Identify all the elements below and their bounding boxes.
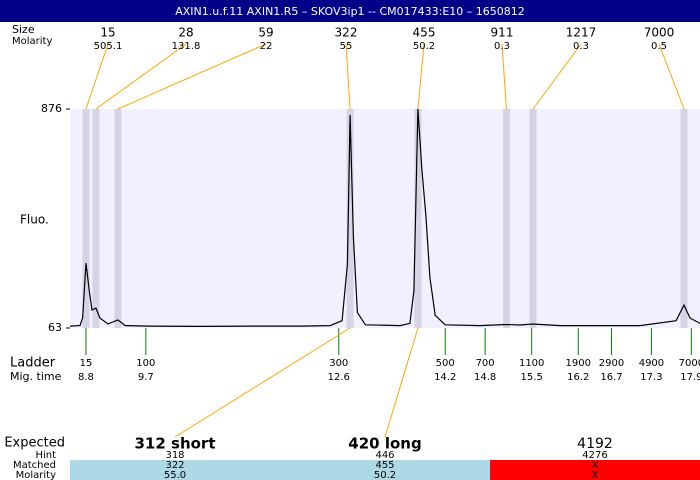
row-label: Expected	[4, 436, 65, 451]
ladder-time: 15.5	[521, 372, 543, 383]
peak-size: 15	[100, 26, 115, 40]
molarity-label: Molarity	[12, 36, 52, 47]
matched: X	[592, 460, 599, 471]
mig-time-label: Mig. time	[10, 370, 62, 383]
peak-molarity: 131.8	[172, 41, 201, 52]
match-cell	[490, 460, 700, 480]
ladder-size: 100	[136, 358, 155, 369]
ladder-time: 14.8	[474, 372, 496, 383]
peak-molarity: 0.3	[573, 41, 589, 52]
match-link	[384, 327, 419, 438]
peak-size: 59	[258, 26, 273, 40]
peak-molarity: 22	[260, 41, 273, 52]
match-link	[174, 327, 351, 438]
peak-size: 1217	[566, 26, 597, 40]
ladder-time: 16.2	[567, 372, 589, 383]
ladder-size: 500	[436, 358, 455, 369]
expected: 312 short	[134, 435, 215, 453]
matched: 322	[165, 460, 184, 471]
peak-link	[85, 43, 109, 110]
peak-molarity: 50.2	[413, 41, 435, 52]
ladder-size: 1100	[519, 358, 544, 369]
peak-molarity: 55	[340, 41, 353, 52]
size-label: Size	[12, 23, 35, 36]
peak-link	[345, 43, 351, 110]
matched: 455	[375, 460, 394, 471]
hint: 318	[165, 450, 184, 461]
peak-molarity: 0.5	[651, 41, 667, 52]
molarity: 55.0	[164, 470, 186, 480]
peak-band	[92, 109, 100, 328]
chart-title: AXIN1.u.f.11 AXIN1.R5 – SKOV3ip1 -- CM01…	[175, 5, 525, 18]
ladder-time: 8.8	[78, 372, 94, 383]
ladder-size: 700	[476, 358, 495, 369]
y-axis-label: Fluo.	[20, 213, 49, 227]
peak-link	[501, 43, 507, 110]
ladder-time: 16.7	[600, 372, 622, 383]
title-bar	[0, 0, 700, 22]
expected: 4192	[577, 436, 613, 452]
match-cell	[280, 460, 490, 480]
match-cell	[70, 460, 280, 480]
molarity: X	[592, 470, 599, 480]
peak-band	[680, 109, 688, 328]
hint: 4276	[582, 450, 607, 461]
y-tick-label: 876	[41, 102, 62, 115]
ladder-time: 17.3	[640, 372, 662, 383]
peak-molarity: 0.3	[494, 41, 510, 52]
peak-band	[529, 109, 537, 328]
ladder-time: 14.2	[434, 372, 456, 383]
peak-size: 455	[413, 26, 436, 40]
ladder-size: 300	[329, 358, 348, 369]
peak-size: 28	[178, 26, 193, 40]
peak-band	[502, 109, 510, 328]
peak-band	[414, 109, 422, 328]
peak-band	[114, 109, 122, 328]
ladder-time: 17.9	[680, 372, 700, 383]
peak-band	[82, 109, 90, 328]
expected: 420 long	[348, 435, 421, 453]
ladder-size: 4900	[639, 358, 664, 369]
peak-size: 911	[491, 26, 514, 40]
peak-link	[658, 43, 685, 110]
row-label: Matched	[13, 460, 56, 471]
ladder-size: 2900	[599, 358, 624, 369]
ladder-size: 15	[80, 358, 93, 369]
y-tick-label: 63	[48, 321, 62, 334]
row-label: Molarity	[16, 470, 56, 480]
peak-band	[346, 109, 354, 328]
peak-size: 322	[335, 26, 358, 40]
plot-area	[70, 109, 700, 328]
peak-link	[417, 43, 425, 110]
row-label: Hint	[35, 450, 56, 461]
ladder-size: 7000	[679, 358, 700, 369]
ladder-size: 1900	[566, 358, 591, 369]
peak-link	[532, 43, 582, 110]
peak-link	[117, 43, 267, 110]
ladder-time: 12.6	[328, 372, 350, 383]
ladder-label: Ladder	[10, 356, 56, 371]
molarity: 50.2	[374, 470, 396, 480]
hint: 446	[375, 450, 394, 461]
peak-size: 7000	[644, 26, 675, 40]
peak-molarity: 505.1	[94, 41, 123, 52]
ladder-time: 9.7	[138, 372, 154, 383]
peak-link	[95, 43, 187, 110]
trace	[69, 108, 700, 328]
